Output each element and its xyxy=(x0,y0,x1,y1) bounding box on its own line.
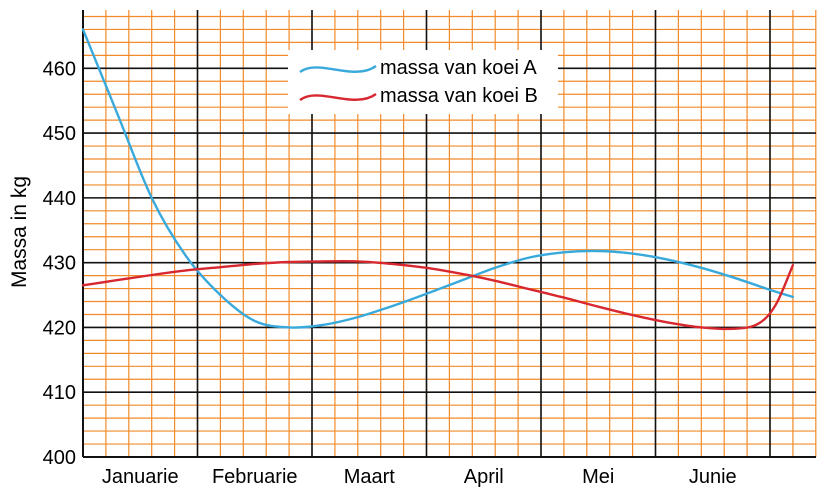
series-b-line xyxy=(81,259,795,331)
legend-box xyxy=(288,50,558,114)
x-tick-label: Junie xyxy=(689,466,737,488)
series-layer xyxy=(81,28,795,331)
legend-label-series-a: massa van koei A xyxy=(380,57,537,79)
y-tick-label: 450 xyxy=(43,123,76,145)
x-tick-label: Februarie xyxy=(212,466,298,488)
x-tick-label: Maart xyxy=(344,466,396,488)
x-tick-label: Januarie xyxy=(102,466,179,488)
x-tick-label: Mei xyxy=(582,466,614,488)
y-tick-label: 440 xyxy=(43,188,76,210)
legend: massa van koei A massa van koei B xyxy=(288,50,558,114)
series-a-line xyxy=(81,28,795,329)
y-tick-label: 400 xyxy=(43,447,76,469)
y-tick-labels: 400 410 420 430 440 450 460 xyxy=(43,58,76,469)
axes xyxy=(82,10,816,458)
x-tick-label: April xyxy=(464,466,504,488)
y-tick-label: 460 xyxy=(43,58,76,80)
y-tick-label: 410 xyxy=(43,382,76,404)
y-tick-label: 420 xyxy=(43,317,76,339)
x-tick-labels: Januarie Februarie Maart April Mei Junie xyxy=(102,466,737,488)
legend-label-series-b: massa van koei B xyxy=(380,85,538,107)
y-tick-label: 430 xyxy=(43,253,76,275)
legend-swatch-series-b xyxy=(299,92,377,102)
y-axis-label: Massa in kg xyxy=(8,176,31,288)
legend-swatch-series-a xyxy=(299,64,377,74)
